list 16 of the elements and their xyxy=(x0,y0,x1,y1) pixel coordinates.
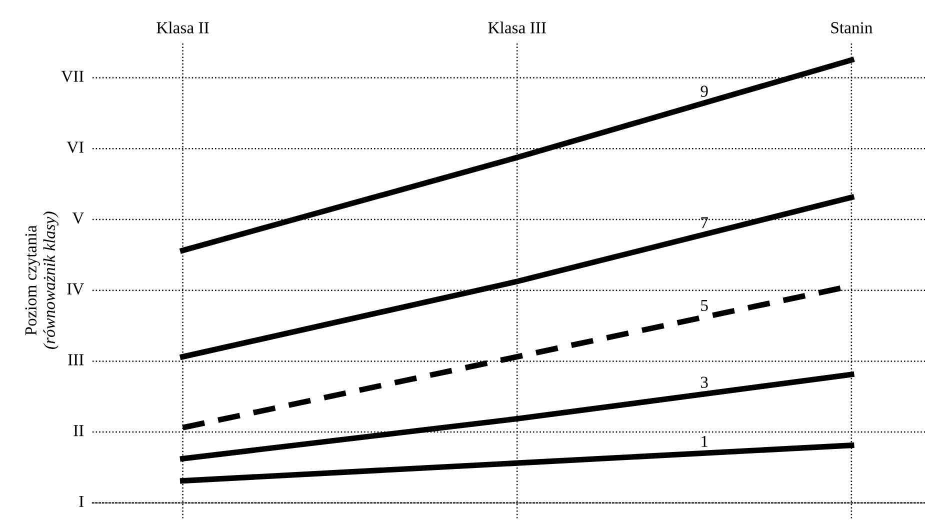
x-tick-label: Klasa III xyxy=(488,22,546,34)
ref-line-label: IV xyxy=(67,283,84,295)
ref-line-label: V xyxy=(72,212,84,224)
y-axis-title: Poziom czytania (równoważnik klasy) xyxy=(25,212,58,349)
series-label: 9 xyxy=(700,86,708,97)
series-label: 1 xyxy=(702,436,708,447)
ref-line-label: III xyxy=(68,354,84,366)
x-tick-label: Klasa II xyxy=(156,22,209,34)
text: I xyxy=(79,496,84,507)
ref-line-label: VII xyxy=(61,70,84,82)
ref-line-label: II xyxy=(74,425,84,436)
series-label: 3 xyxy=(700,376,708,388)
series-label: 5 xyxy=(701,300,708,312)
ref-line-label: VI xyxy=(66,142,84,153)
x-tick-label: Stanin xyxy=(831,22,872,34)
series-label: 7 xyxy=(701,217,708,228)
